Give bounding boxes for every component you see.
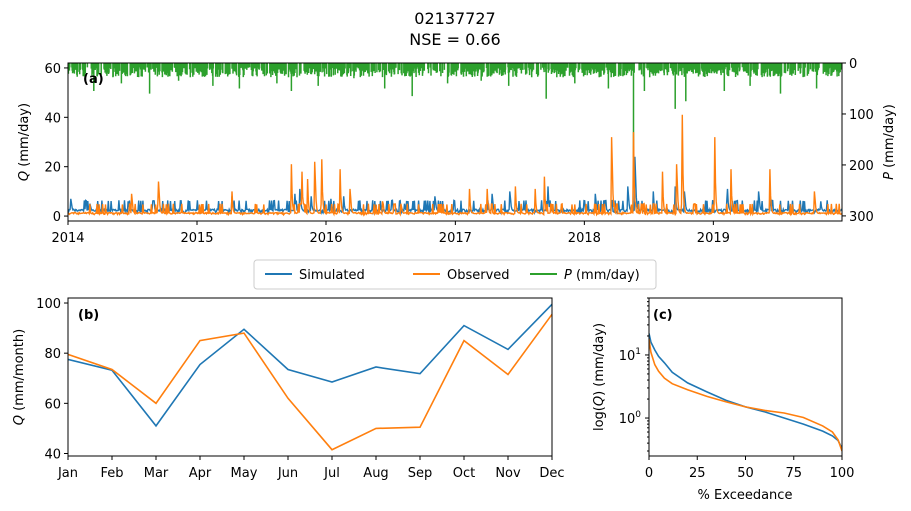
- series-simulated: [68, 156, 842, 216]
- panel-a-ylabel-text: Q (mm/day): [17, 103, 32, 181]
- legend-label: P (mm/day): [564, 268, 640, 283]
- panel-b-plot-area: [68, 303, 552, 451]
- y-right-tick-label: 100: [849, 108, 874, 123]
- y-tick-label: 100: [36, 297, 61, 312]
- x-tick-label: Mar: [144, 466, 169, 481]
- series-observed: [68, 114, 842, 217]
- panel-a-ticks: 2014 2015 2016 2017 2018 2019 0 20 40 60 0 100 200 30…: [44, 57, 873, 246]
- y-tick-label: 40: [44, 111, 61, 126]
- x-tick-label: Aug: [363, 466, 388, 481]
- panel-a-ylabel-right: P (mm/day): [882, 104, 897, 180]
- panel-c-ylabel-text: log(Q) (mm/day): [592, 323, 607, 431]
- x-tick-label: 2018: [568, 231, 601, 246]
- y-right-tick-label: 0: [849, 57, 857, 72]
- panel-a-timeseries: 2014 2015 2016 2017 2018 2019 0 20 40 60 0 100 200 30…: [17, 57, 897, 246]
- panel-a-frame: [67, 62, 843, 222]
- y-right-tick-label: 300: [849, 210, 874, 225]
- y-tick-label: 80: [44, 347, 61, 362]
- panel-c-label: (c): [653, 308, 673, 323]
- legend-label: Observed: [447, 268, 510, 283]
- x-tick-label: Dec: [539, 466, 564, 481]
- x-tick-label: 2017: [439, 231, 472, 246]
- series-simulated: [649, 333, 842, 449]
- panel-b-frame: [67, 297, 553, 457]
- x-tick-label: Jun: [277, 466, 298, 481]
- x-tick-label: Sep: [408, 466, 433, 481]
- x-tick-label: Feb: [100, 466, 123, 481]
- x-tick-label: May: [231, 466, 258, 481]
- panel-b-ticks: Jan Feb Mar Apr May Jun Jul Aug Sep Oct Nov Dec 40 60…: [36, 297, 564, 481]
- panel-a-ylabel-right-text: P (mm/day): [882, 104, 897, 180]
- y-tick-label: 20: [44, 161, 61, 176]
- series-simulated: [68, 303, 552, 428]
- panel-c-xlabel: % Exceedance: [698, 488, 793, 503]
- y-tick-label: 60: [44, 397, 61, 412]
- panel-c-plot-area: [649, 333, 842, 452]
- series-observed: [68, 313, 552, 451]
- series-observed: [649, 338, 842, 452]
- x-tick-label: 2015: [180, 231, 213, 246]
- panel-a-plot-area: [68, 63, 842, 217]
- series-precipitation: [68, 63, 842, 158]
- x-tick-label: 0: [645, 466, 653, 481]
- x-tick-label: Oct: [453, 466, 475, 481]
- panel-c-ticks: 0 25 50 75 100 100 101: [619, 297, 855, 481]
- x-tick-label: 25: [689, 466, 706, 481]
- panel-b-label: (b): [78, 308, 99, 323]
- x-tick-label: 2014: [51, 231, 84, 246]
- x-tick-label: Jul: [323, 466, 340, 481]
- y-right-tick-label: 200: [849, 159, 874, 174]
- y-tick-label: 60: [44, 62, 61, 77]
- panel-b-monthly: Jan Feb Mar Apr May Jun Jul Aug Sep Oct Nov Dec 40 60…: [12, 297, 565, 481]
- legend-box: [253, 259, 657, 290]
- legend-label: Simulated: [299, 268, 365, 283]
- y-tick-label: 40: [44, 447, 61, 462]
- figure-title-line1: 02137727: [414, 9, 495, 28]
- panel-a-label: (a): [83, 72, 104, 87]
- x-tick-label: Nov: [495, 466, 521, 481]
- x-tick-label: 50: [737, 466, 754, 481]
- figure-title-line2: NSE = 0.66: [409, 30, 500, 49]
- panel-b-ylabel-text: Q (mm/month): [12, 329, 27, 425]
- x-tick-label: Jan: [57, 466, 78, 481]
- legend: Simulated Observed P (mm/day): [253, 259, 657, 290]
- x-tick-label: 100: [830, 466, 855, 481]
- panel-c-flow-duration: 0 25 50 75 100 100 101 (c) % Exceedance log(Q)…: [592, 297, 855, 503]
- panel-a-ylabel: Q (mm/day): [17, 103, 32, 181]
- x-tick-label: 2016: [309, 231, 342, 246]
- panel-c-ylabel: log(Q) (mm/day): [592, 323, 607, 431]
- panel-b-ylabel: Q (mm/month): [12, 329, 27, 425]
- x-tick-label: 75: [785, 466, 802, 481]
- y-tick-label: 0: [53, 210, 61, 225]
- y-tick-label: 100: [619, 410, 642, 427]
- x-tick-label: Apr: [189, 466, 212, 481]
- x-tick-label: 2019: [697, 231, 730, 246]
- y-tick-label: 101: [619, 347, 641, 364]
